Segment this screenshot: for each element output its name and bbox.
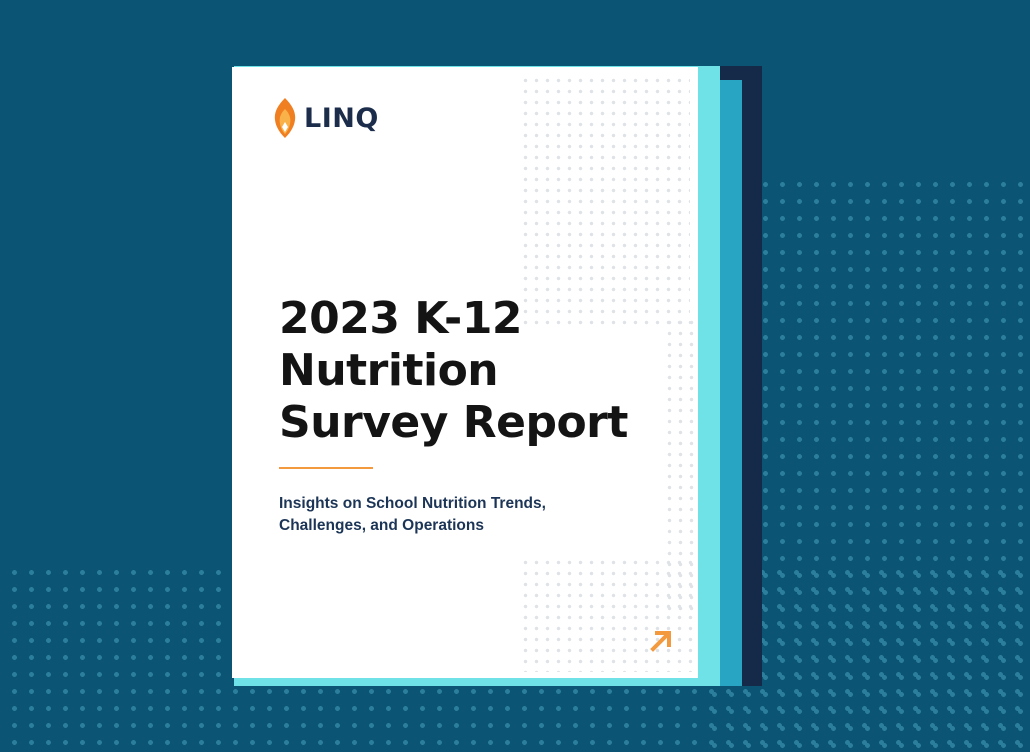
report-title-line-1: 2023 K-12 [279, 293, 523, 344]
report-subtitle-line-1: Insights on School Nutrition Trends, [279, 495, 546, 512]
arrow-up-right-icon [650, 631, 671, 652]
cover-dot-pattern-bottom [520, 557, 698, 672]
report-title-line-2: Nutrition [279, 345, 499, 396]
flame-logo-icon [274, 98, 296, 138]
report-title: 2023 K-12 Nutrition Survey Report [279, 293, 628, 449]
report-title-line-3: Survey Report [279, 397, 628, 448]
linq-logo: LINQ [272, 97, 379, 139]
report-subtitle-line-2: Challenges, and Operations [279, 517, 484, 534]
title-divider [279, 467, 373, 469]
logo-wordmark: LINQ [304, 102, 379, 134]
report-subtitle: Insights on School Nutrition Trends, Cha… [279, 493, 546, 537]
cover-dot-pattern-top [520, 75, 690, 330]
report-cover: LINQ 2023 K-12 Nutrition Survey Report I… [232, 67, 698, 678]
